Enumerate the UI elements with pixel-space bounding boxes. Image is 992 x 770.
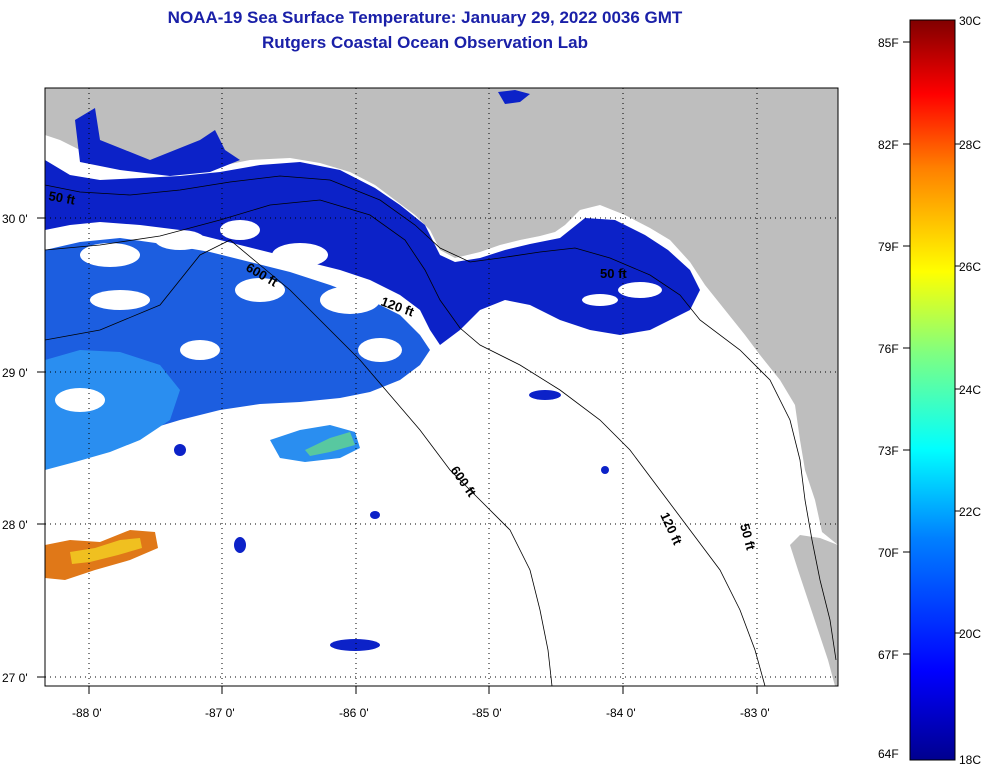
lat-label-28: 28 0' bbox=[2, 518, 28, 532]
map-title: NOAA-19 Sea Surface Temperature: January… bbox=[167, 8, 683, 27]
colorbar-c-label: 26C bbox=[959, 260, 981, 274]
lon-label-83: -83 0' bbox=[740, 706, 770, 720]
colorbar-c-label: 30C bbox=[959, 14, 981, 28]
lat-label-30: 30 0' bbox=[2, 212, 28, 226]
colorbar-c-label: 28C bbox=[959, 138, 981, 152]
water-specks bbox=[174, 390, 609, 651]
lat-label-27: 27 0' bbox=[2, 671, 28, 685]
colorbar-ticks bbox=[903, 41, 961, 655]
land-peninsula bbox=[790, 535, 838, 686]
map-subtitle: Rutgers Coastal Ocean Observation Lab bbox=[262, 33, 588, 52]
colorbar-f-label: 85F bbox=[878, 36, 899, 50]
lon-label-87: -87 0' bbox=[205, 706, 235, 720]
colorbar-c-label: 20C bbox=[959, 627, 981, 641]
warm-water-core bbox=[70, 538, 142, 564]
colorbar-f-label: 67F bbox=[878, 648, 899, 662]
colorbar-c-label: 22C bbox=[959, 505, 981, 519]
cloud-mask bbox=[55, 220, 662, 412]
colorbar-f-label: 64F bbox=[878, 747, 899, 761]
greenish-patch bbox=[305, 432, 355, 456]
depth-contours bbox=[45, 175, 837, 686]
contour-600ft bbox=[45, 239, 553, 686]
colorbar-c-label: 24C bbox=[959, 383, 981, 397]
axis-ticks bbox=[37, 217, 758, 694]
lat-label-29: 29 0' bbox=[2, 366, 28, 380]
lon-label-84: -84 0' bbox=[606, 706, 636, 720]
colorbar-f-label: 82F bbox=[878, 138, 899, 152]
lon-label-85: -85 0' bbox=[472, 706, 502, 720]
contour-label-50ft-east: 50 ft bbox=[600, 266, 627, 281]
land-area bbox=[45, 88, 838, 545]
contour-120ft bbox=[45, 199, 766, 686]
colorbar-f-label: 79F bbox=[878, 240, 899, 254]
colorbar-f-label: 73F bbox=[878, 444, 899, 458]
colorbar-f-label: 76F bbox=[878, 342, 899, 356]
lake-water bbox=[498, 90, 530, 104]
lon-label-88: -88 0' bbox=[72, 706, 102, 720]
contour-label-50ft-south: 50 ft bbox=[737, 522, 759, 552]
light-water-patch bbox=[45, 350, 180, 470]
grid-lines bbox=[45, 88, 838, 686]
colorbar bbox=[909, 19, 956, 761]
colorbar-c-label: 18C bbox=[959, 753, 981, 767]
contour-50ft bbox=[45, 175, 837, 661]
cold-water-band bbox=[45, 160, 700, 345]
contour-label-50ft: 50 ft bbox=[47, 188, 77, 208]
plot-frame bbox=[44, 87, 839, 687]
bay-water bbox=[75, 108, 240, 176]
light-water-patch bbox=[270, 425, 360, 462]
lon-label-86: -86 0' bbox=[339, 706, 369, 720]
colorbar-f-label: 70F bbox=[878, 546, 899, 560]
